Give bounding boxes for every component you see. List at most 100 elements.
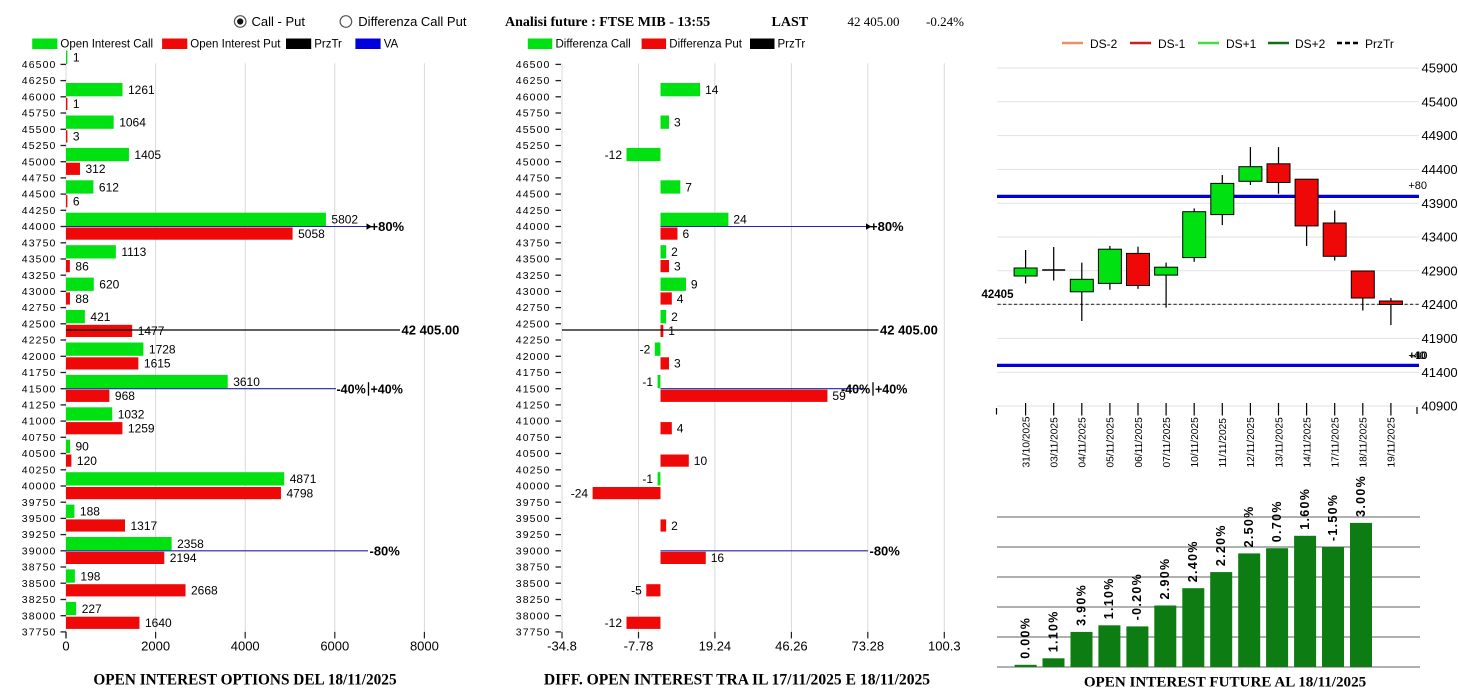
svg-text:38000: 38000 [22,610,57,622]
svg-text:42000: 42000 [516,351,551,363]
svg-text:-1.50%: -1.50% [1326,494,1340,541]
svg-text:59: 59 [832,389,846,403]
svg-text:03/11/2025: 03/11/2025 [1050,417,1061,468]
svg-text:44000: 44000 [516,221,551,233]
svg-text:4798: 4798 [287,486,314,500]
svg-text:45400: 45400 [1422,94,1458,109]
svg-text:DS+2: DS+2 [1295,37,1326,51]
svg-text:42900: 42900 [1422,263,1458,278]
svg-text:46250: 46250 [22,75,57,87]
svg-text:1405: 1405 [134,148,161,162]
svg-text:37750: 37750 [516,627,551,639]
svg-text:3: 3 [674,115,681,129]
svg-text:17/11/2025: 17/11/2025 [1331,417,1342,468]
svg-text:38000: 38000 [516,610,551,622]
svg-text:1615: 1615 [144,357,171,371]
svg-text:45250: 45250 [516,140,551,152]
svg-text:3610: 3610 [233,375,260,389]
svg-text:06/11/2025: 06/11/2025 [1134,417,1145,468]
svg-text:DIFF. OPEN INTEREST TRA IL 17/: DIFF. OPEN INTEREST TRA IL 17/11/2025 E … [544,672,930,689]
svg-text:Analisi future : FTSE MIB - 13: Analisi future : FTSE MIB - 13:55 [505,15,710,30]
svg-text:38750: 38750 [22,562,57,574]
svg-text:45750: 45750 [22,108,57,120]
svg-text:620: 620 [99,278,119,292]
svg-text:DS+1: DS+1 [1226,37,1257,51]
svg-text:45900: 45900 [1422,61,1458,76]
svg-text:312: 312 [86,162,106,176]
svg-text:1: 1 [73,97,80,111]
svg-text:+40%: +40% [371,382,403,396]
svg-text:86: 86 [75,259,89,273]
svg-text:14/11/2025: 14/11/2025 [1302,417,1313,468]
svg-text:1728: 1728 [149,342,176,356]
svg-text:39250: 39250 [516,529,551,541]
svg-text:41400: 41400 [1422,365,1458,380]
svg-text:-5: -5 [631,584,642,598]
svg-text:Differenza Call: Differenza Call [556,39,631,51]
svg-text:44750: 44750 [22,173,57,185]
svg-text:3.00%: 3.00% [1354,475,1368,517]
svg-text:2.40%: 2.40% [1186,540,1200,582]
svg-text:7: 7 [685,180,692,194]
svg-text:0: 0 [62,639,69,654]
svg-text:6: 6 [683,227,690,241]
svg-text:8000: 8000 [410,639,439,654]
svg-text:39000: 39000 [516,545,551,557]
svg-text:+10: +10 [1409,350,1428,362]
svg-text:+40%: +40% [875,382,907,396]
svg-text:12/11/2025: 12/11/2025 [1246,417,1257,468]
svg-text:05/11/2025: 05/11/2025 [1106,417,1117,468]
svg-text:45750: 45750 [516,108,551,120]
svg-text:-80%: -80% [370,544,401,559]
svg-text:1: 1 [668,324,675,338]
svg-text:1.60%: 1.60% [1298,488,1312,530]
svg-text:40250: 40250 [516,464,551,476]
svg-text:40750: 40750 [22,432,57,444]
svg-text:42 405.00: 42 405.00 [880,323,938,338]
svg-text:-1: -1 [642,472,653,486]
svg-text:2.20%: 2.20% [1214,524,1228,566]
svg-text:42250: 42250 [516,335,551,347]
svg-text:4871: 4871 [290,472,317,486]
svg-text:43250: 43250 [22,270,57,282]
svg-text:43400: 43400 [1422,230,1458,245]
svg-text:4: 4 [677,422,684,436]
svg-text:+80%: +80% [371,219,405,234]
svg-text:42500: 42500 [516,318,551,330]
svg-text:PrzTr: PrzTr [1365,37,1394,51]
svg-text:43250: 43250 [516,270,551,282]
svg-text:42250: 42250 [22,335,57,347]
svg-text:-1: -1 [642,375,653,389]
svg-text:11/11/2025: 11/11/2025 [1218,418,1229,468]
svg-text:-0.20%: -0.20% [1130,573,1144,620]
svg-text:Call - Put: Call - Put [252,14,306,29]
svg-text:19/11/2025: 19/11/2025 [1387,417,1398,468]
svg-text:1640: 1640 [145,616,172,630]
svg-text:40000: 40000 [516,481,551,493]
svg-text:10: 10 [694,454,708,468]
svg-text:73.28: 73.28 [852,639,885,654]
svg-text:44400: 44400 [1422,162,1458,177]
svg-text:227: 227 [82,602,102,616]
svg-text:18/11/2025: 18/11/2025 [1359,417,1370,468]
svg-text:VA: VA [384,39,399,51]
svg-text:2.50%: 2.50% [1242,505,1256,547]
svg-text:2: 2 [671,519,678,533]
svg-text:44750: 44750 [516,173,551,185]
svg-text:1064: 1064 [119,115,146,129]
svg-text:1.10%: 1.10% [1046,610,1060,652]
svg-text:39500: 39500 [516,513,551,525]
svg-text:42400: 42400 [1422,297,1458,312]
svg-text:-34.8: -34.8 [547,639,577,654]
svg-text:6000: 6000 [320,639,349,654]
svg-text:43500: 43500 [516,254,551,266]
svg-text:43750: 43750 [22,237,57,249]
svg-text:42000: 42000 [22,351,57,363]
svg-text:2.90%: 2.90% [1158,558,1172,600]
svg-text:OPEN INTEREST OPTIONS DEL 18/1: OPEN INTEREST OPTIONS DEL 18/11/2025 [93,672,397,689]
svg-text:+80%: +80% [870,219,904,234]
svg-text:45500: 45500 [22,124,57,136]
svg-text:OPEN INTEREST FUTURE AL 18/11/: OPEN INTEREST FUTURE AL 18/11/2025 [1084,675,1366,691]
svg-text:4000: 4000 [231,639,260,654]
svg-text:6: 6 [73,195,80,209]
